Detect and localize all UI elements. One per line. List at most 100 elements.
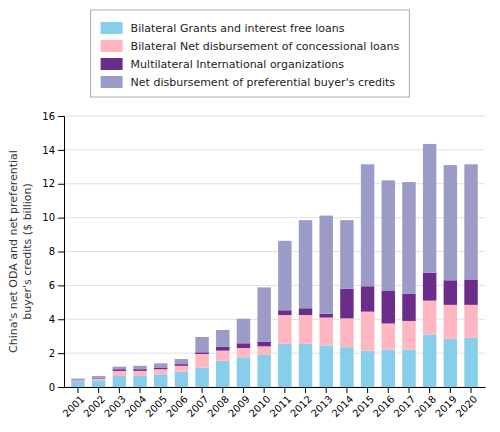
bar: [133, 366, 146, 369]
bar: [340, 220, 353, 289]
y-axis-title-line: buyer's credits ($ billion): [21, 183, 34, 320]
tick-mark: [429, 387, 430, 393]
bar: [175, 359, 188, 364]
tick: 2013: [309, 387, 335, 419]
legend-swatch: [101, 40, 123, 52]
bar: [319, 216, 332, 314]
tick-label: 2010: [247, 393, 273, 419]
legend-label: Multilateral International organizations: [131, 58, 345, 71]
bar: [319, 318, 332, 346]
bar: [278, 241, 291, 310]
tick-label: 0: [49, 382, 55, 393]
bar: [340, 318, 353, 347]
bar: [133, 376, 146, 387]
bar: [113, 369, 126, 371]
bar: [382, 350, 395, 387]
bar: [340, 289, 353, 319]
bar: [464, 305, 477, 338]
bar: [133, 369, 146, 371]
tick-label: 2018: [412, 393, 438, 419]
tick: 2002: [81, 387, 107, 419]
tick: 2008: [205, 387, 231, 419]
bar: [71, 381, 84, 387]
bar: [382, 290, 395, 323]
bar: [216, 351, 229, 361]
tick: 6: [49, 280, 64, 291]
bar: [175, 364, 188, 366]
bar: [340, 347, 353, 387]
tick: 2004: [123, 387, 149, 419]
bar: [319, 314, 332, 318]
y-axis-title: China's net ODA and net preferentialbuye…: [7, 150, 33, 353]
tick-mark: [181, 387, 182, 393]
tick-mark: [77, 387, 78, 393]
bar: [71, 380, 84, 382]
tick: 2011: [268, 387, 294, 419]
tick-label: 2005: [143, 393, 169, 419]
bar: [423, 334, 436, 387]
tick-label: 2019: [433, 393, 459, 419]
legend-label: Bilateral Grants and interest free loans: [131, 22, 345, 35]
y-axis-title-line: China's net ODA and net preferential: [7, 150, 20, 353]
bar: [92, 379, 105, 381]
bar: [361, 286, 374, 311]
bar: [195, 368, 208, 387]
grid-line: [64, 149, 485, 150]
tick: 2019: [433, 387, 459, 419]
tick-label: 2006: [164, 393, 190, 419]
tick-mark: [140, 387, 141, 393]
bar: [71, 379, 84, 380]
tick-mark: [58, 252, 64, 253]
bar: [92, 376, 105, 378]
bar: [299, 220, 312, 308]
legend-item: Multilateral International organizations: [101, 58, 345, 71]
tick-mark: [264, 387, 265, 393]
legend-item: Bilateral Grants and interest free loans: [101, 22, 345, 35]
tick-mark: [243, 387, 244, 393]
tick-mark: [346, 387, 347, 393]
legend-item: Net disbursement of preferential buyer's…: [101, 76, 396, 89]
tick: 2005: [143, 387, 169, 419]
tick-label: 2013: [309, 393, 335, 419]
tick: 2010: [247, 387, 273, 419]
tick-label: 2007: [185, 393, 211, 419]
bar: [402, 294, 415, 321]
bar: [175, 366, 188, 372]
bar: [382, 323, 395, 349]
bar-series: [71, 273, 478, 381]
tick-label: 2: [49, 348, 55, 359]
tick: 2016: [371, 387, 397, 419]
tick-mark: [202, 387, 203, 393]
bar: [154, 363, 167, 367]
bar: [154, 369, 167, 374]
legend-swatch: [101, 76, 123, 88]
tick: 2018: [412, 387, 438, 419]
tick-label: 2016: [371, 393, 397, 419]
bar: [195, 354, 208, 368]
tick: 2003: [102, 387, 128, 419]
tick: 2012: [288, 387, 314, 419]
bar: [113, 367, 126, 370]
bar: [278, 315, 291, 344]
bar: [423, 301, 436, 335]
tick-label: 4: [49, 314, 55, 325]
tick-label: 12: [42, 178, 55, 189]
grid-line: [64, 319, 485, 320]
bar: [299, 315, 312, 344]
tick-label: 2017: [392, 393, 418, 419]
tick-label: 6: [49, 280, 55, 291]
tick-mark: [326, 387, 327, 393]
bar: [257, 355, 270, 387]
bar: [257, 287, 270, 341]
tick: 10: [42, 212, 64, 223]
tick-label: 2008: [205, 393, 231, 419]
bar: [299, 344, 312, 387]
bar: [71, 379, 84, 381]
tick-mark: [408, 387, 409, 393]
bar: [195, 337, 208, 352]
bar: [154, 368, 167, 370]
bar: [257, 346, 270, 354]
x-axis: 2001200220032004200520062007200820092010…: [61, 387, 486, 419]
legend-label: Net disbursement of preferential buyer's…: [131, 76, 396, 89]
legend-item: Bilateral Net disbursement of concession…: [101, 40, 400, 53]
